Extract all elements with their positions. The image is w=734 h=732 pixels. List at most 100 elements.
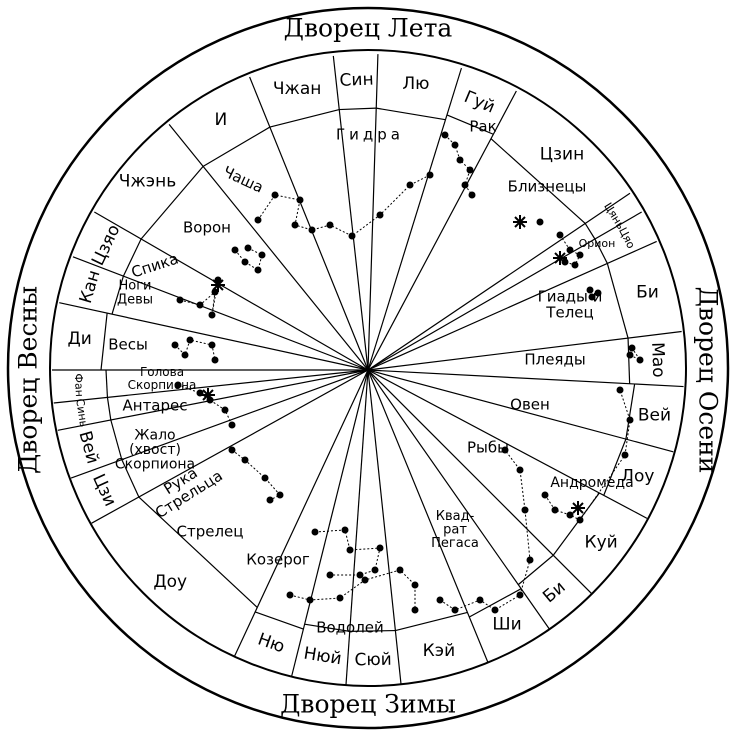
star (245, 245, 252, 252)
star (272, 192, 279, 199)
constellation-label: Скорпиона (115, 457, 195, 473)
star (542, 492, 549, 499)
star (177, 297, 184, 304)
mansion-label: Чжэнь (119, 172, 176, 192)
star (232, 247, 239, 254)
mansion-label: Ши (492, 615, 521, 635)
star (267, 497, 274, 504)
star (229, 447, 236, 454)
sector-line (368, 54, 378, 370)
sector-line (346, 370, 368, 685)
star (552, 507, 559, 514)
star (477, 597, 484, 604)
mansion-label: И (214, 110, 227, 130)
star (172, 342, 179, 349)
constellation-label: Девы (117, 292, 153, 307)
star (537, 219, 544, 226)
star (312, 529, 319, 536)
constellation-label: Близнецы (508, 178, 587, 196)
palace-label: Дворец Весны (14, 286, 43, 474)
sector-chord (107, 397, 110, 420)
constellation-label: Спика (129, 250, 180, 282)
star (292, 222, 299, 229)
star (357, 572, 364, 579)
star (452, 607, 459, 614)
constellation-label: Стрелец (177, 523, 244, 541)
bright-star (513, 215, 527, 229)
mansion-label: Куй (585, 533, 618, 553)
sector-line (234, 370, 368, 656)
mansion-label: Кан (76, 268, 105, 306)
mansion-label: Би (636, 283, 659, 303)
sector-chord (376, 108, 445, 120)
constellation-label: Жало (134, 427, 175, 443)
star (567, 512, 574, 519)
star (259, 252, 266, 259)
mansion-label: Ню (255, 629, 287, 657)
star (297, 197, 304, 204)
mansion-label: Нюй (302, 644, 343, 670)
star (577, 252, 584, 259)
palace-label: Дворец Лета (284, 14, 453, 43)
bright-star (201, 388, 215, 402)
constellation-line (232, 450, 280, 500)
star (469, 192, 476, 199)
star (209, 342, 216, 349)
bright-star (571, 501, 585, 515)
star (427, 172, 434, 179)
mansion-label: Ди (68, 329, 92, 349)
constellation-label: Телец (545, 303, 593, 321)
star (492, 607, 499, 614)
star (462, 182, 469, 189)
star (342, 527, 349, 534)
star (197, 302, 204, 309)
constellation-label: Козерог (246, 551, 310, 569)
sector-chord (101, 313, 107, 370)
constellation-label: Овен (510, 396, 550, 414)
bright-star (553, 251, 567, 265)
star (397, 567, 404, 574)
sector-line (368, 193, 630, 370)
mansion-label: Вей (638, 405, 671, 425)
mansion-label: Сюй (354, 650, 392, 671)
sector-chord (270, 110, 339, 127)
star (377, 545, 384, 552)
constellation-label: Рыбы (467, 439, 509, 457)
sector-chord (203, 127, 270, 166)
constellation-label: Ворон (183, 219, 231, 237)
mansion-label: Чжан (273, 79, 322, 99)
mansion-label: Доу (153, 572, 187, 592)
mansion-label: Мао (647, 342, 668, 378)
sector-chord (255, 612, 303, 629)
constellation-label: Весы (108, 336, 148, 354)
mansion-label: Синь (73, 398, 90, 428)
star (617, 387, 624, 394)
star (187, 337, 194, 344)
star (627, 417, 634, 424)
mansion-label: Син (339, 70, 374, 91)
star (637, 357, 644, 364)
star (577, 517, 584, 524)
mansion-label: Гуй (461, 87, 498, 118)
star (327, 222, 334, 229)
constellation-label: Водолей (316, 619, 384, 637)
star (377, 212, 384, 219)
constellation-label: Чаша (220, 162, 266, 196)
star (362, 577, 369, 584)
star (517, 467, 524, 474)
star (347, 547, 354, 554)
star (437, 597, 444, 604)
star (209, 312, 216, 319)
constellation-label: Андромеда (550, 475, 633, 491)
mansion-label: Цзин (540, 145, 584, 165)
palace-label: Дворец Зимы (280, 690, 456, 719)
star (349, 233, 356, 240)
constellation-label: Скорпиона (128, 378, 197, 392)
constellation-line (175, 340, 215, 360)
constellation-label: (хвост) (129, 442, 181, 458)
star-chart: Дворец Лета Дворец Зимы Дворец Весны Дво… (0, 0, 734, 732)
constellation-line (315, 530, 380, 575)
constellation-label: Гидра (336, 126, 404, 144)
sector-line (368, 370, 401, 684)
star (182, 352, 189, 359)
